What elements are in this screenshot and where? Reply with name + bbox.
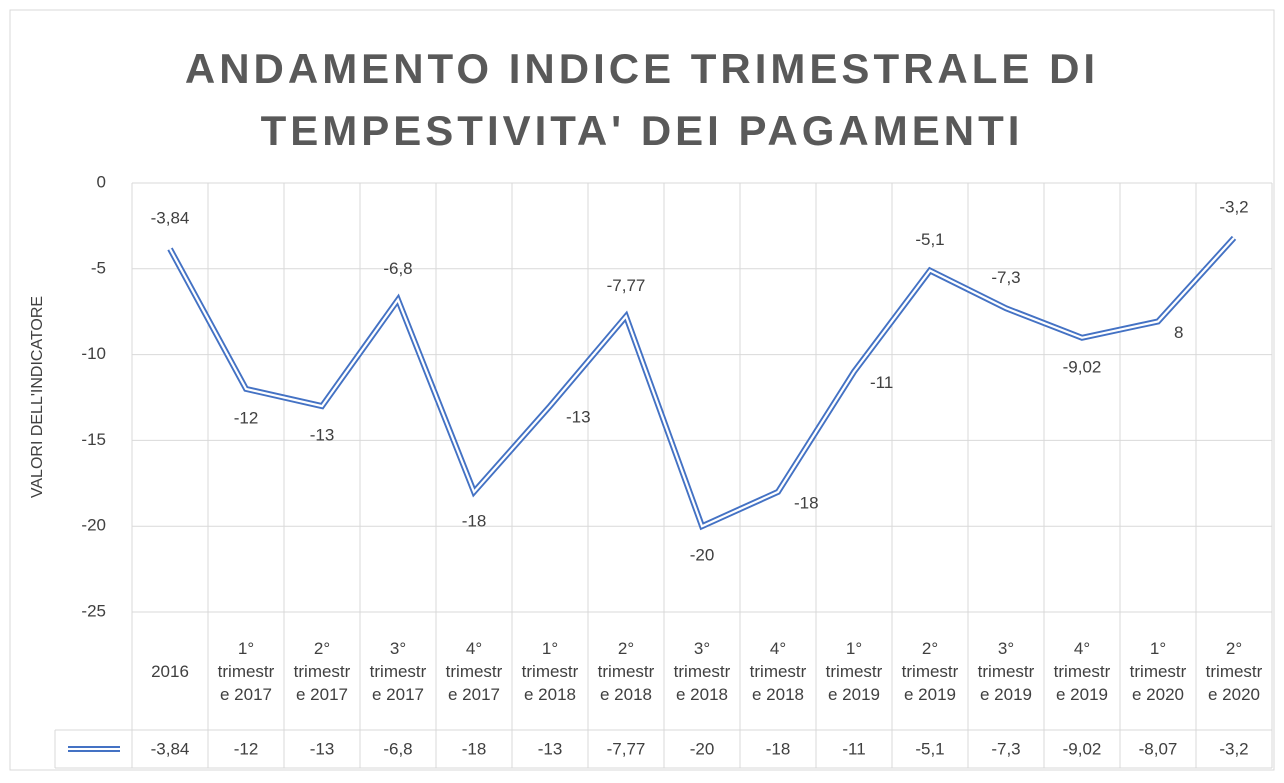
y-tick-label: -25 <box>81 601 106 620</box>
category-text: 4° trimestre 2018 <box>749 638 807 704</box>
category-label: 4° trimestre 2019 <box>1044 612 1120 730</box>
category-text: 2° trimestre 2018 <box>597 638 655 704</box>
data-label: -9,02 <box>1063 357 1102 376</box>
category-cell: 2° trimestre 2019 <box>892 612 968 730</box>
category-label: 2° trimestre 2020 <box>1196 612 1272 730</box>
y-tick-label: -10 <box>81 344 106 363</box>
category-text: 4° trimestre 2019 <box>1053 638 1111 704</box>
y-tick-label: -20 <box>81 516 106 535</box>
y-tick-label: -5 <box>91 258 106 277</box>
data-label: -11 <box>870 373 893 392</box>
category-text: 2° trimestre 2017 <box>293 638 351 704</box>
category-text: 1° trimestre 2018 <box>521 638 579 704</box>
category-cell: 3° trimestre 2018 <box>664 612 740 730</box>
table-value: -12 <box>234 739 259 758</box>
table-value: -8,07 <box>1139 739 1178 758</box>
data-label: -18 <box>794 493 819 512</box>
data-label: -12 <box>234 408 259 427</box>
category-text: 2° trimestre 2019 <box>901 638 959 704</box>
chart-frame <box>9 9 1275 771</box>
category-cell: 4° trimestre 2018 <box>740 612 816 730</box>
category-text: 1° trimestre 2019 <box>825 638 883 704</box>
data-label: -5,1 <box>915 230 944 249</box>
title-box: ANDAMENTO INDICE TRIMESTRALE DI TEMPESTI… <box>184 45 1100 154</box>
table-value: -20 <box>690 739 715 758</box>
data-label: -13 <box>310 426 335 445</box>
table-value: -18 <box>462 739 487 758</box>
y-axis-label: VALORI DELL'INDICATORE <box>29 296 46 498</box>
category-label: 3° trimestre 2019 <box>968 612 1044 730</box>
data-label: -3,84 <box>151 208 190 227</box>
category-label: 2° trimestre 2017 <box>284 612 360 730</box>
category-label: 3° trimestre 2017 <box>360 612 436 730</box>
table-value: -3,84 <box>151 739 190 758</box>
category-label: 4° trimestre 2018 <box>740 612 816 730</box>
chart-title: ANDAMENTO INDICE TRIMESTRALE DI TEMPESTI… <box>184 45 1100 154</box>
category-cell: 2° trimestre 2017 <box>284 612 360 730</box>
category-cell: 3° trimestre 2019 <box>968 612 1044 730</box>
data-label: 8 <box>1174 323 1183 342</box>
category-text: 1° trimestre 2020 <box>1129 638 1187 704</box>
table-value: -13 <box>538 739 563 758</box>
category-label: 2° trimestre 2019 <box>892 612 968 730</box>
category-cell: 1° trimestre 2017 <box>208 612 284 730</box>
table-value: -13 <box>310 739 335 758</box>
category-label: 2016 <box>132 612 208 730</box>
category-cell: 2° trimestre 2020 <box>1196 612 1272 730</box>
category-label: 1° trimestre 2019 <box>816 612 892 730</box>
category-text: 1° trimestre 2017 <box>217 638 275 704</box>
category-text: 4° trimestre 2017 <box>445 638 503 704</box>
category-label: 1° trimestre 2020 <box>1120 612 1196 730</box>
table-value: -9,02 <box>1063 739 1102 758</box>
category-cell: 2016 <box>132 612 208 730</box>
category-label: 4° trimestre 2017 <box>436 612 512 730</box>
data-label: -6,8 <box>383 259 412 278</box>
category-text: 2016 <box>151 661 189 681</box>
category-cell: 1° trimestre 2018 <box>512 612 588 730</box>
y-tick-label: 0 <box>97 172 106 191</box>
category-cell: 3° trimestre 2017 <box>360 612 436 730</box>
category-text: 2° trimestre 2020 <box>1205 638 1263 704</box>
table-value: -18 <box>766 739 791 758</box>
data-label: -7,77 <box>607 276 646 295</box>
table-value: -7,3 <box>991 739 1020 758</box>
category-label: 3° trimestre 2018 <box>664 612 740 730</box>
data-label: -20 <box>690 546 715 565</box>
data-label: -3,2 <box>1219 197 1248 216</box>
category-label: 1° trimestre 2017 <box>208 612 284 730</box>
category-cell: 2° trimestre 2018 <box>588 612 664 730</box>
category-cell: 4° trimestre 2019 <box>1044 612 1120 730</box>
table-value: -5,1 <box>915 739 944 758</box>
category-text: 3° trimestre 2018 <box>673 638 731 704</box>
table-value: -3,2 <box>1219 739 1248 758</box>
category-label: 2° trimestre 2018 <box>588 612 664 730</box>
category-text: 3° trimestre 2017 <box>369 638 427 704</box>
category-cell: 1° trimestre 2019 <box>816 612 892 730</box>
table-value: -7,77 <box>607 739 646 758</box>
table-value: -11 <box>842 739 865 758</box>
series-line-inner <box>169 237 1235 528</box>
y-tick-label: -15 <box>81 430 106 449</box>
category-cell: 1° trimestre 2020 <box>1120 612 1196 730</box>
data-label: -7,3 <box>991 268 1020 287</box>
data-label: -13 <box>566 408 591 427</box>
category-label: 1° trimestre 2018 <box>512 612 588 730</box>
category-cell: 4° trimestre 2017 <box>436 612 512 730</box>
data-label: -18 <box>462 511 487 530</box>
category-text: 3° trimestre 2019 <box>977 638 1035 704</box>
table-value: -6,8 <box>383 739 412 758</box>
